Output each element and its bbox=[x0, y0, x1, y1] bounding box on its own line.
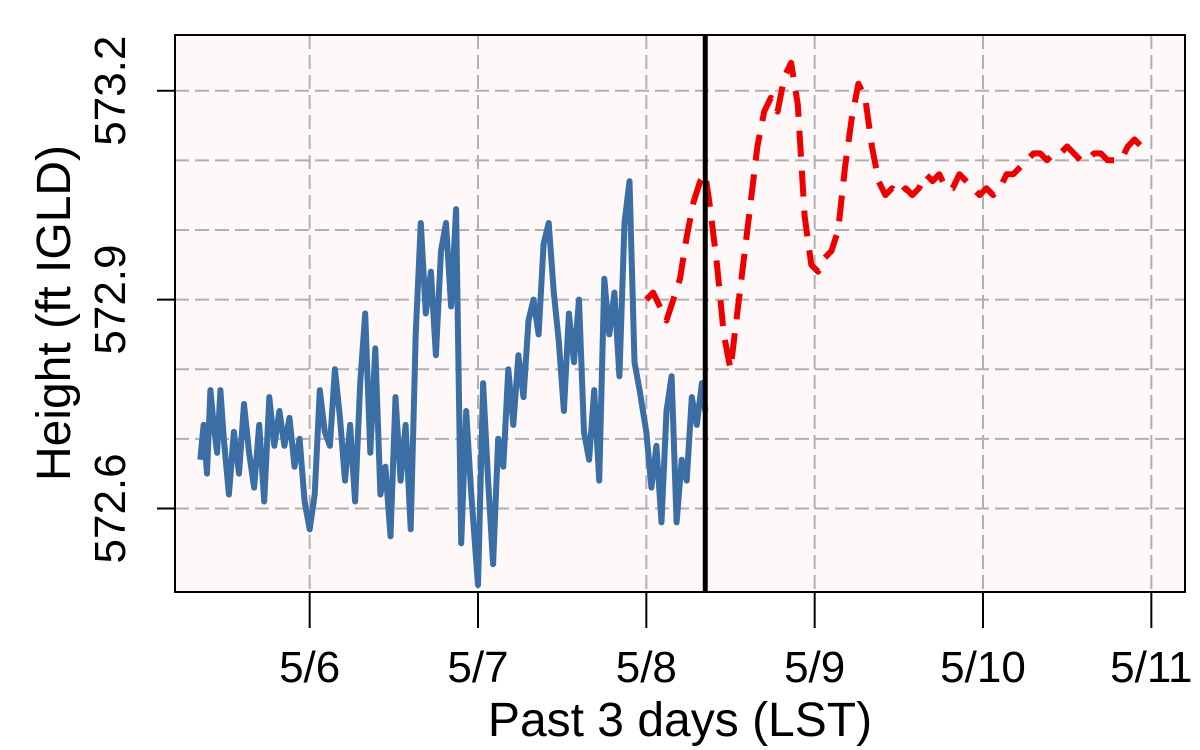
y-tick-label: 572.6 bbox=[86, 453, 135, 563]
y-tick-label: 572.9 bbox=[86, 245, 135, 355]
x-axis-label: Past 3 days (LST) bbox=[488, 694, 872, 747]
x-tick-label: 5/8 bbox=[616, 643, 677, 692]
plot-frame bbox=[174, 34, 1186, 593]
x-tick-label: 5/6 bbox=[279, 643, 340, 692]
x-tick-label: 5/9 bbox=[784, 643, 845, 692]
x-tick-label: 5/11 bbox=[1110, 643, 1192, 692]
x-axis: 5/6 5/7 5/8 5/9 5/10 5/11 bbox=[279, 592, 1193, 692]
x-tick-label: 5/10 bbox=[940, 643, 1026, 692]
observed-series-line bbox=[197, 178, 709, 588]
x-tick-label: 5/7 bbox=[447, 643, 508, 692]
series-layer bbox=[197, 59, 1148, 588]
grid bbox=[175, 35, 1185, 592]
y-axis-label: Height (ft IGLD) bbox=[28, 145, 81, 481]
y-tick-label: 573.2 bbox=[86, 36, 135, 146]
y-axis: 572.6 572.9 573.2 bbox=[86, 36, 175, 564]
forecast-series-line bbox=[644, 59, 1148, 373]
